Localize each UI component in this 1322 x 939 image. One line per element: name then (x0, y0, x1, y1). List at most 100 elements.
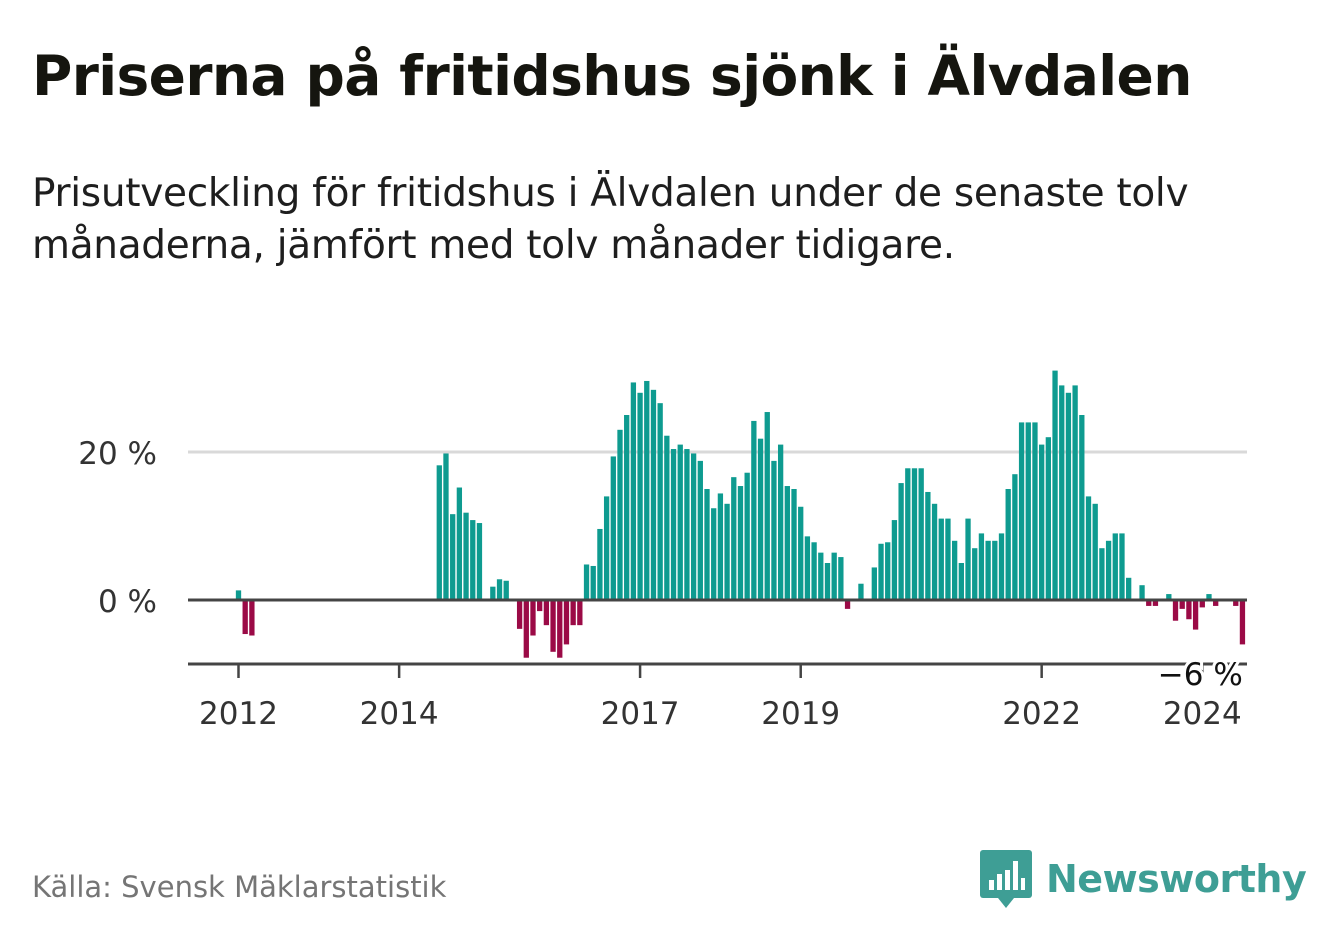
bar-positive[interactable] (737, 486, 744, 600)
bar-positive[interactable] (831, 552, 837, 600)
bar-positive[interactable] (603, 496, 610, 600)
bar-negative[interactable] (523, 600, 529, 658)
bar-positive[interactable] (757, 438, 764, 600)
bar-negative[interactable] (1172, 600, 1179, 621)
bar-positive[interactable] (443, 453, 449, 600)
bar-positive[interactable] (597, 528, 603, 600)
bar-negative[interactable] (1152, 600, 1159, 606)
bar-positive[interactable] (818, 552, 824, 600)
bar-negative[interactable] (249, 600, 255, 636)
bar-positive[interactable] (711, 508, 717, 600)
bar-positive[interactable] (804, 536, 811, 600)
bar-positive[interactable] (610, 456, 616, 600)
bar-negative[interactable] (537, 600, 543, 612)
bar-positive[interactable] (470, 520, 476, 600)
bar-positive[interactable] (784, 486, 790, 600)
bar-negative[interactable] (1192, 600, 1199, 630)
bar-positive[interactable] (1139, 585, 1145, 600)
bar-positive[interactable] (1166, 594, 1172, 600)
bar-positive[interactable] (885, 542, 891, 600)
bar-positive[interactable] (650, 389, 657, 600)
bar-positive[interactable] (952, 540, 958, 600)
bar-positive[interactable] (1126, 577, 1132, 600)
bar-positive[interactable] (717, 493, 724, 600)
bar-positive[interactable] (838, 557, 844, 600)
bar-positive[interactable] (657, 403, 663, 600)
bar-negative[interactable] (1186, 600, 1192, 620)
bar-positive[interactable] (704, 489, 710, 600)
bar-negative[interactable] (550, 600, 556, 652)
bar-positive[interactable] (590, 565, 596, 600)
bar-positive[interactable] (878, 543, 884, 600)
newsworthy-logo[interactable]: Newsworthy (980, 848, 1307, 910)
bar-positive[interactable] (731, 477, 737, 600)
bar-positive[interactable] (791, 489, 797, 600)
bar-positive[interactable] (677, 444, 683, 600)
bar-positive[interactable] (436, 465, 442, 600)
bar-positive[interactable] (617, 429, 623, 600)
bar-negative[interactable] (1239, 600, 1246, 645)
bar-positive[interactable] (978, 533, 985, 600)
bar-positive[interactable] (1025, 422, 1031, 600)
bar-positive[interactable] (905, 468, 911, 600)
bar-positive[interactable] (1085, 496, 1092, 600)
bar-negative[interactable] (543, 600, 550, 626)
bar-positive[interactable] (938, 518, 944, 600)
bar-negative[interactable] (1146, 600, 1152, 606)
bar-positive[interactable] (1039, 444, 1045, 600)
bar-positive[interactable] (925, 491, 931, 600)
bar-negative[interactable] (570, 600, 576, 626)
bar-positive[interactable] (871, 567, 877, 600)
bar-positive[interactable] (965, 518, 971, 600)
bar-positive[interactable] (998, 533, 1005, 600)
bar-positive[interactable] (918, 468, 924, 600)
bar-positive[interactable] (771, 460, 777, 600)
bar-positive[interactable] (751, 420, 757, 600)
bar-positive[interactable] (644, 380, 650, 600)
bar-positive[interactable] (1112, 533, 1118, 600)
bar-positive[interactable] (630, 382, 637, 600)
bar-positive[interactable] (496, 579, 503, 600)
bar-negative[interactable] (530, 600, 536, 636)
bar-positive[interactable] (1052, 370, 1058, 600)
bar-positive[interactable] (684, 449, 690, 600)
bar-positive[interactable] (664, 435, 670, 600)
bar-positive[interactable] (1072, 385, 1078, 600)
bar-positive[interactable] (1092, 503, 1098, 600)
bar-positive[interactable] (972, 548, 978, 600)
bar-negative[interactable] (1199, 600, 1205, 608)
bar-positive[interactable] (985, 540, 991, 600)
bar-negative[interactable] (1233, 600, 1239, 606)
bar-positive[interactable] (1105, 540, 1112, 600)
bar-positive[interactable] (697, 460, 703, 600)
bar-positive[interactable] (858, 583, 864, 600)
bar-positive[interactable] (931, 503, 938, 600)
bar-positive[interactable] (1065, 392, 1072, 600)
bar-positive[interactable] (670, 449, 677, 600)
bar-positive[interactable] (235, 590, 242, 600)
bar-positive[interactable] (1012, 474, 1018, 600)
bar-positive[interactable] (744, 472, 750, 600)
bar-positive[interactable] (583, 564, 590, 600)
bar-positive[interactable] (764, 412, 770, 600)
bar-positive[interactable] (798, 506, 804, 600)
bar-positive[interactable] (1119, 533, 1125, 600)
bar-negative[interactable] (557, 600, 563, 658)
bar-positive[interactable] (911, 468, 918, 600)
bar-positive[interactable] (450, 514, 456, 600)
bar-negative[interactable] (844, 600, 851, 609)
bar-positive[interactable] (891, 520, 898, 600)
bar-positive[interactable] (463, 512, 469, 600)
bar-positive[interactable] (1005, 489, 1011, 600)
bar-positive[interactable] (637, 392, 643, 600)
bar-positive[interactable] (1032, 422, 1038, 600)
bar-positive[interactable] (811, 542, 817, 600)
bar-negative[interactable] (516, 600, 523, 629)
bar-negative[interactable] (1213, 600, 1219, 606)
bar-positive[interactable] (958, 563, 964, 600)
bar-positive[interactable] (490, 586, 496, 600)
bar-positive[interactable] (1059, 385, 1065, 600)
bar-positive[interactable] (456, 487, 463, 600)
bar-negative[interactable] (577, 600, 583, 626)
bar-positive[interactable] (1045, 437, 1051, 600)
